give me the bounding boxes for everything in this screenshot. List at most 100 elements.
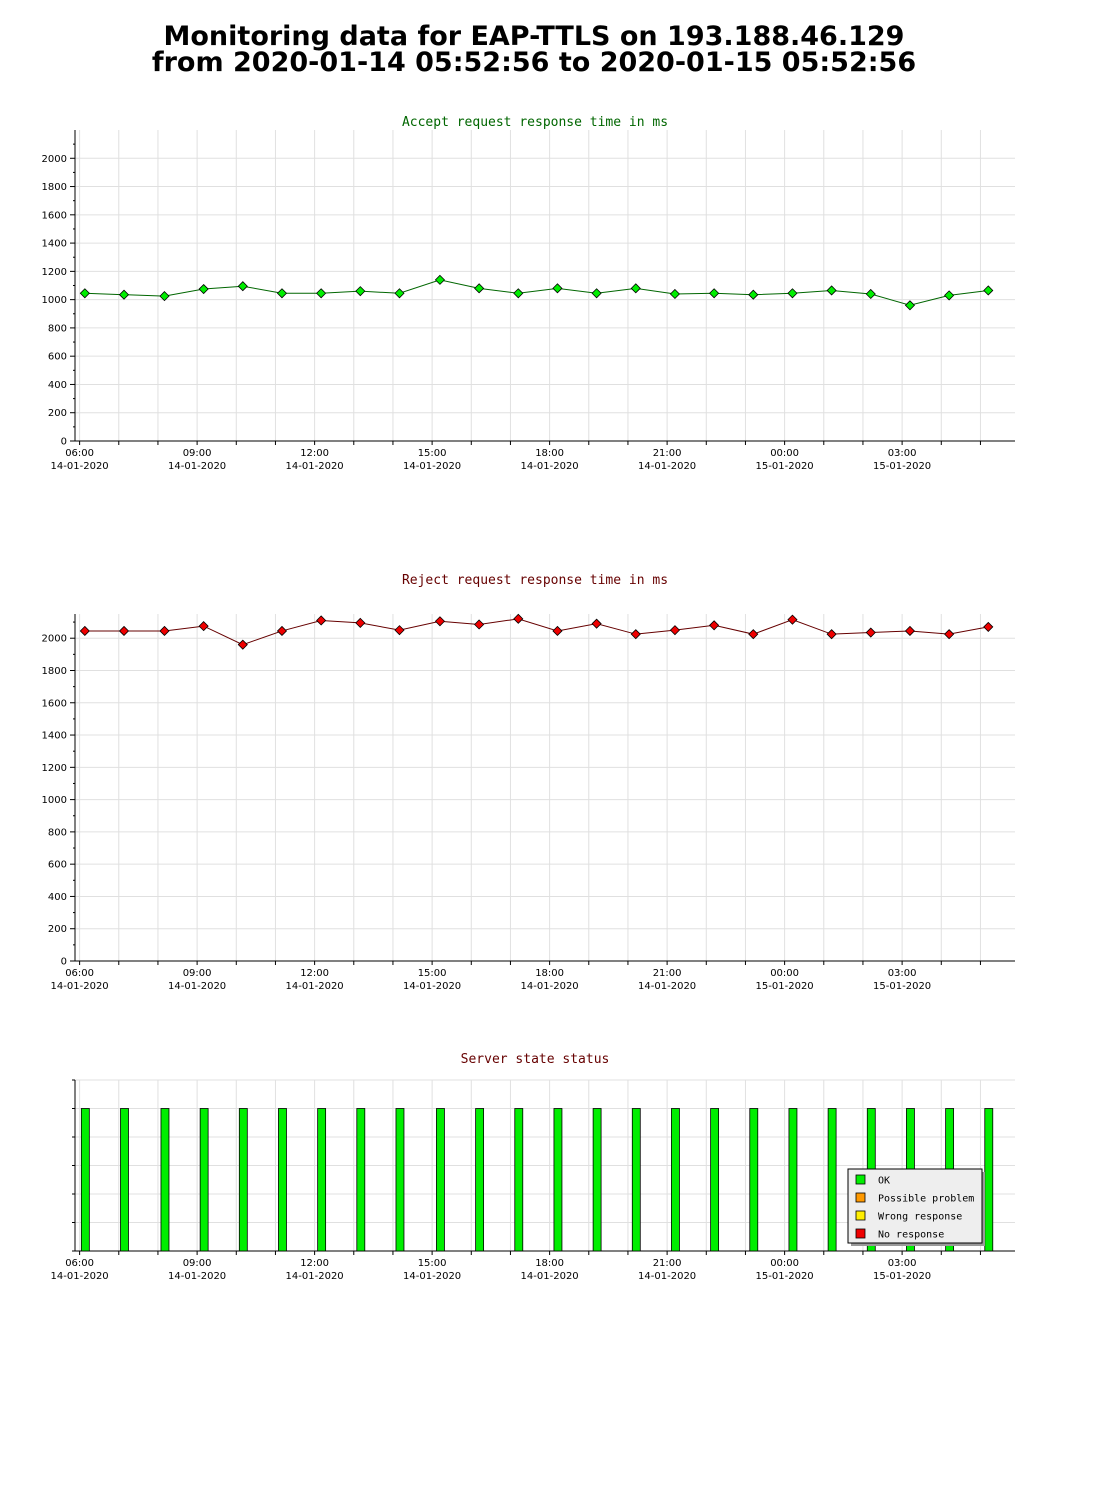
x-tick-label-date: 14-01-2020 [168, 461, 226, 472]
x-tick-label-date: 14-01-2020 [638, 981, 696, 992]
data-point [552, 625, 563, 637]
status-bar [317, 1108, 327, 1252]
x-tick-label-time: 15:00 [418, 968, 447, 979]
y-tick-label: 1200 [42, 763, 67, 774]
y-tick-label: 400 [48, 892, 67, 903]
data-point [316, 288, 327, 299]
x-tick-label-time: 18:00 [535, 1258, 564, 1269]
data-point [904, 625, 916, 637]
y-tick-label: 2000 [42, 634, 67, 645]
x-tick-label-time: 00:00 [770, 1258, 799, 1269]
status-bar [395, 1108, 405, 1252]
data-point [434, 274, 446, 285]
x-tick-label-date: 14-01-2020 [521, 461, 579, 472]
y-tick-label: 1600 [42, 210, 67, 221]
data-point [394, 288, 405, 299]
data-point [316, 615, 327, 626]
x-tick-label-time: 00:00 [770, 968, 799, 979]
y-tick-label: 1800 [42, 182, 67, 193]
x-tick-label-date: 14-01-2020 [51, 981, 109, 992]
x-tick-label-time: 09:00 [183, 968, 212, 979]
chart-3: Server state status 06:00 14-01-2020 09:00 1… [51, 1052, 1015, 1282]
y-tick-label: 1000 [42, 295, 67, 306]
data-point [944, 629, 955, 640]
chart-title: Accept request response time in ms [402, 115, 668, 130]
status-bar [984, 1108, 994, 1252]
legend-swatch [855, 1174, 866, 1185]
x-tick-label-date: 14-01-2020 [521, 981, 579, 992]
data-point [434, 616, 446, 627]
x-tick-label-time: 18:00 [535, 448, 564, 459]
x-tick-label-date: 14-01-2020 [638, 1271, 696, 1282]
status-bar [199, 1108, 209, 1252]
y-tick-label: 800 [48, 827, 67, 838]
y-tick-label: 1000 [42, 795, 67, 806]
page-title-line-1: Monitoring data for EAP-TTLS on 193.188.… [163, 21, 905, 52]
status-bar [160, 1108, 170, 1252]
data-point [826, 629, 837, 640]
status-bar [710, 1108, 720, 1252]
data-point [276, 288, 288, 299]
data-point [826, 285, 837, 296]
status-bar [356, 1108, 366, 1252]
x-tick-label-time: 06:00 [65, 448, 94, 459]
page-title-line-2: from 2020-01-14 05:52:56 to 2020-01-15 0… [151, 47, 917, 78]
data-point [394, 625, 405, 636]
data-point [904, 300, 916, 311]
data-point [865, 288, 876, 300]
x-tick-label-time: 21:00 [653, 448, 682, 459]
x-tick-label-date: 15-01-2020 [873, 1271, 931, 1282]
chart-1: Accept request response time in ms 0 200 40… [42, 115, 1015, 472]
legend-swatch [855, 1192, 866, 1203]
x-tick-label-time: 12:00 [300, 448, 329, 459]
x-tick-label-date: 14-01-2020 [168, 981, 226, 992]
status-bar [278, 1108, 287, 1252]
data-point [591, 618, 602, 629]
data-point [276, 625, 288, 637]
series-line [84, 279, 989, 306]
x-tick-label-time: 21:00 [653, 968, 682, 979]
legend-label: No response [878, 1230, 944, 1241]
x-tick-label-date: 14-01-2020 [51, 1271, 109, 1282]
x-tick-label-date: 14-01-2020 [521, 1271, 579, 1282]
chart-title: Reject request response time in ms [402, 573, 668, 588]
x-tick-label-date: 15-01-2020 [756, 981, 814, 992]
x-tick-label-time: 03:00 [888, 968, 917, 979]
x-tick-label-time: 18:00 [535, 968, 564, 979]
y-tick-label: 800 [48, 323, 67, 334]
x-tick-label-time: 12:00 [300, 968, 329, 979]
data-point [118, 289, 130, 300]
y-tick-label: 1200 [42, 267, 67, 278]
x-tick-label-time: 21:00 [653, 1258, 682, 1269]
x-tick-label-date: 15-01-2020 [756, 461, 814, 472]
y-tick-label: 1800 [42, 666, 67, 677]
status-bar [514, 1108, 524, 1252]
status-bar [631, 1108, 641, 1252]
x-tick-label-time: 03:00 [888, 448, 917, 459]
y-tick-label: 400 [48, 380, 67, 391]
legend-swatch [855, 1228, 866, 1239]
x-tick-label-date: 14-01-2020 [168, 1271, 226, 1282]
x-tick-label-date: 15-01-2020 [756, 1271, 814, 1282]
y-tick-label: 200 [48, 924, 67, 935]
data-point [79, 625, 90, 637]
legend: OK Possible problem Wrong response No respo… [847, 1168, 985, 1246]
data-point [709, 620, 720, 631]
x-tick-label-time: 12:00 [300, 1258, 329, 1269]
x-tick-label-time: 15:00 [418, 448, 447, 459]
data-point [669, 625, 681, 636]
chart-2: Reject request response time in ms 0 200 40… [42, 573, 1015, 992]
x-tick-label-time: 03:00 [888, 1258, 917, 1269]
y-tick-label: 600 [48, 860, 67, 871]
data-point [198, 621, 209, 632]
data-point [474, 283, 485, 294]
x-tick-label-date: 14-01-2020 [403, 1271, 461, 1282]
x-tick-label-date: 15-01-2020 [873, 981, 931, 992]
y-tick-label: 200 [48, 408, 67, 419]
data-point [748, 289, 759, 300]
data-point [159, 625, 170, 637]
data-point [787, 288, 798, 299]
legend-label: OK [878, 1176, 890, 1187]
data-point [748, 629, 759, 640]
